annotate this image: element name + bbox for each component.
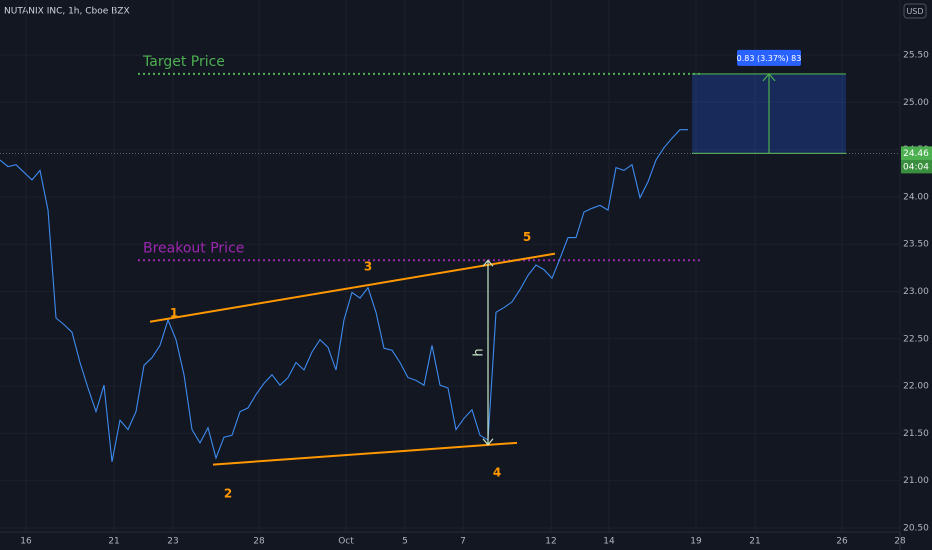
- x-tick-label: 28: [894, 537, 906, 547]
- x-tick-label: 23: [167, 537, 178, 547]
- y-tick-label: 25.00: [903, 98, 929, 108]
- y-tick-label: 21.00: [903, 476, 929, 486]
- trendline: [212, 441, 518, 466]
- currency-box: [903, 3, 927, 19]
- wave-label: 3: [364, 259, 372, 273]
- countdown-label: 04:04: [903, 162, 929, 172]
- wave-label: 5: [523, 230, 531, 244]
- x-tick-label: 14: [603, 537, 615, 547]
- x-tick-label: 5: [402, 537, 408, 547]
- y-tick-label: 20.50: [903, 524, 929, 534]
- y-tick-label: 23.50: [903, 240, 929, 250]
- measure-head: [482, 259, 494, 446]
- x-tick-label: 19: [690, 537, 702, 547]
- target-label-box: [737, 49, 801, 66]
- countdown-tag: [901, 160, 932, 174]
- x-tick-label: 26: [836, 537, 848, 547]
- y-tick-label: 22.50: [903, 334, 929, 344]
- target-label: 0.83 (3.37%) 83: [737, 54, 802, 63]
- level-label: Target Price: [142, 54, 225, 70]
- price-tag: [901, 146, 932, 161]
- y-tick-label: 25.50: [903, 51, 929, 61]
- price-line: [0, 129, 688, 462]
- y-tick-label: 23.00: [903, 287, 929, 297]
- y-tick-label: 22.00: [903, 382, 929, 392]
- x-tick-label: 12: [545, 537, 556, 547]
- y-tick-label: 24.00: [903, 192, 929, 202]
- currency: USD: [906, 7, 923, 16]
- x-tick-label: 21: [108, 537, 119, 547]
- level-label: Breakout Price: [143, 240, 244, 256]
- wave-label: 1: [170, 306, 178, 320]
- x-tick-label: Oct: [338, 537, 354, 547]
- x-tick-label: 7: [460, 537, 466, 547]
- measure-label: h: [472, 348, 487, 356]
- target-arrow-head: [762, 72, 776, 82]
- wave-label: 4: [493, 466, 501, 480]
- chart-title: NUTANIX INC, 1h, Cboe BZX: [4, 7, 130, 17]
- x-tick-label: 28: [253, 537, 265, 547]
- x-tick-label: 16: [20, 537, 32, 547]
- price-tag-label: 24.46: [903, 149, 929, 159]
- y-tick-label: 21.50: [903, 429, 929, 439]
- x-tick-label: 21: [749, 537, 760, 547]
- wave-label: 2: [224, 486, 232, 500]
